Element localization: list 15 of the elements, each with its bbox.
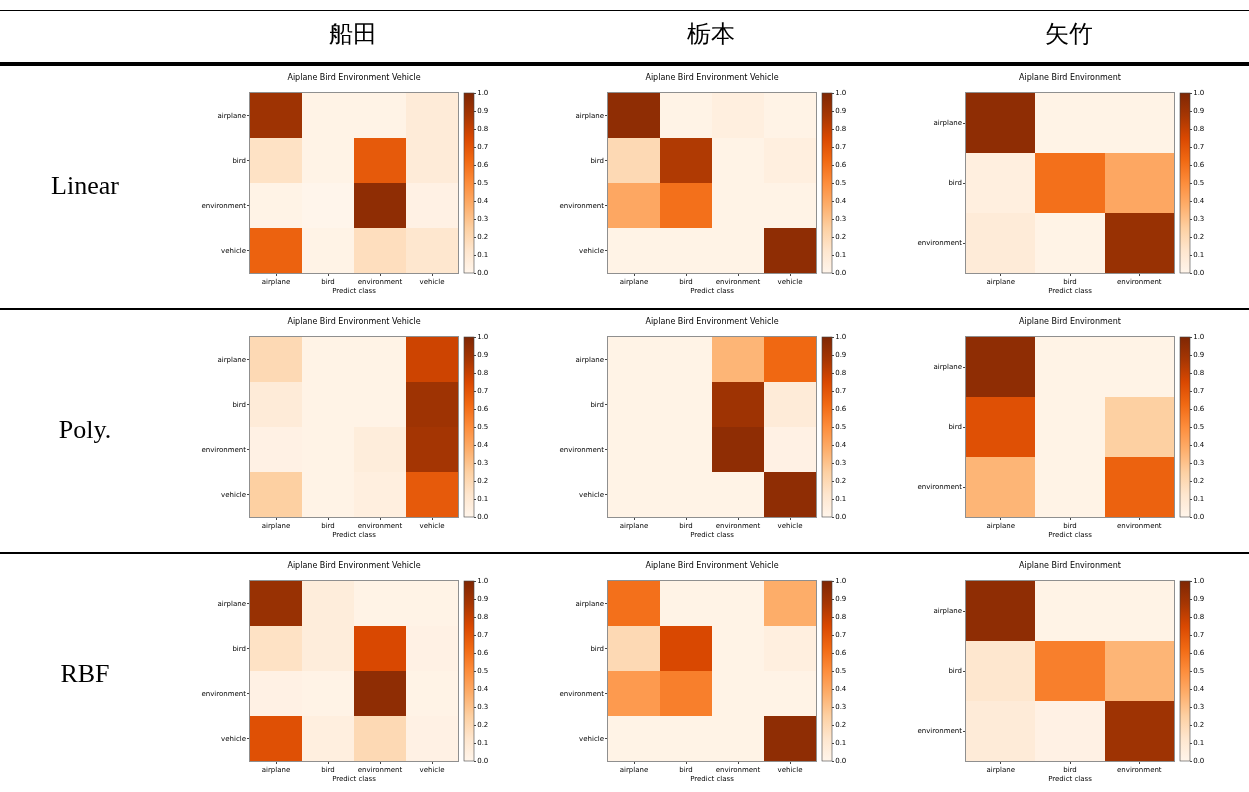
category-label: Poly.: [58, 415, 112, 444]
category-label: 船田: [328, 19, 378, 50]
chart-title: Aiplane Bird Environment Vehicle: [287, 561, 421, 571]
chart-title: Aiplane Bird Environment Vehicle: [645, 561, 779, 571]
chart-title: Aiplane Bird Environment Vehicle: [645, 317, 779, 327]
category-label: Linear: [51, 171, 119, 200]
chart-title: Aiplane Bird Environment Vehicle: [287, 317, 421, 327]
category-label: 栃本: [686, 19, 736, 50]
chart-title: Aiplane Bird Environment Vehicle: [287, 73, 421, 83]
chart-title: Aiplane Bird Environment: [1019, 317, 1121, 327]
category-label: RBF: [60, 659, 110, 688]
chart-title: Aiplane Bird Environment Vehicle: [645, 73, 779, 83]
chart-title: Aiplane Bird Environment: [1019, 73, 1121, 83]
chart-title: Aiplane Bird Environment: [1019, 561, 1121, 571]
category-label: 矢竹: [1044, 19, 1094, 50]
